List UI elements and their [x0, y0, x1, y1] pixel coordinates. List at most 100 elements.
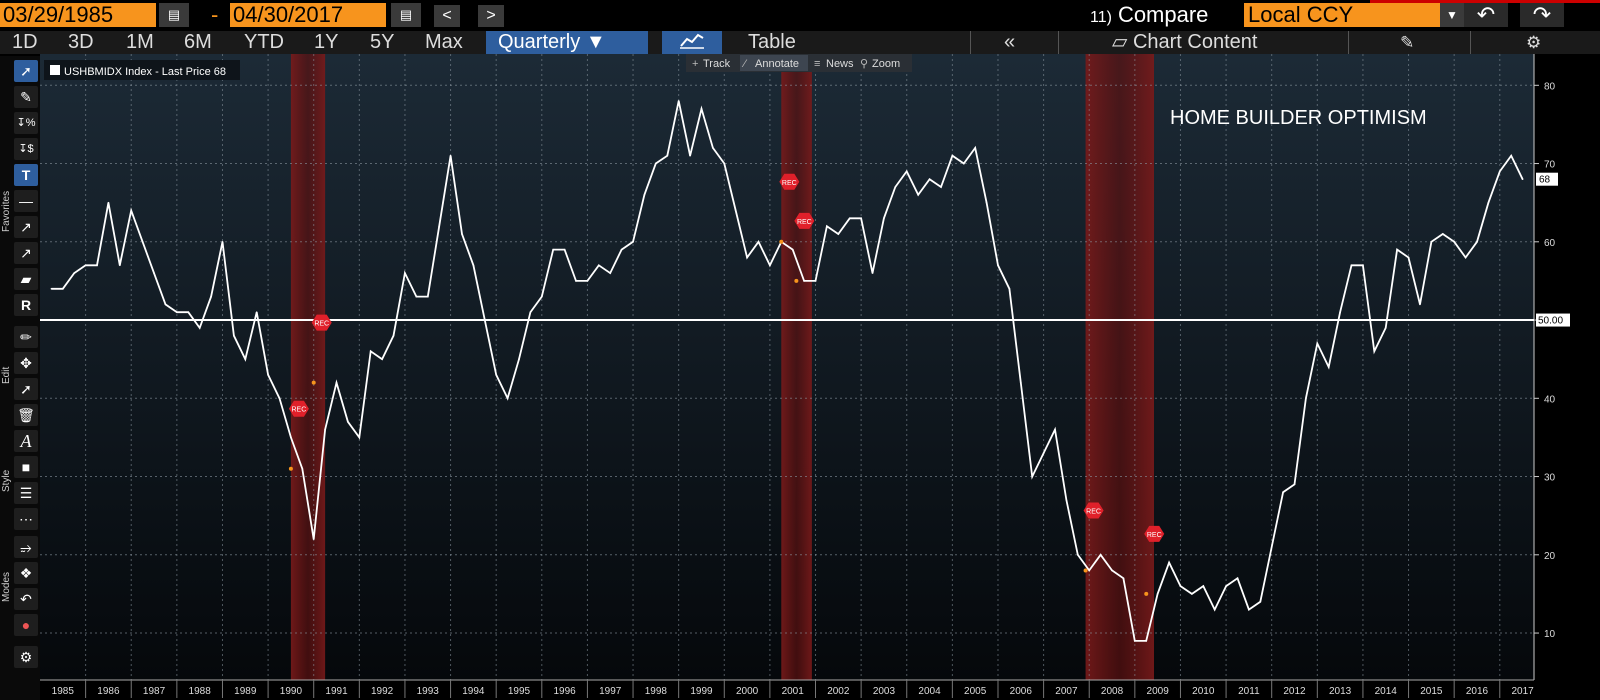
series-point	[392, 334, 395, 337]
range-max[interactable]: Max	[425, 31, 463, 53]
track-button[interactable]: + Track	[692, 58, 731, 70]
range-ytd[interactable]: YTD	[244, 31, 284, 53]
series-point	[917, 194, 919, 196]
series-point	[312, 538, 315, 540]
series-point	[221, 241, 224, 243]
ray-icon[interactable]: ↗	[14, 242, 38, 264]
horizontal-line-icon[interactable]: —	[14, 190, 38, 212]
dotted-select-icon[interactable]: ⥴	[14, 536, 38, 558]
news-button[interactable]: ≡ News	[814, 58, 854, 70]
series-point	[1088, 569, 1091, 572]
series-point	[187, 311, 190, 314]
color-mode-icon[interactable]: ●	[14, 614, 38, 636]
series-point	[1031, 475, 1033, 478]
series-point	[84, 264, 87, 267]
series-point	[1122, 577, 1125, 580]
series-line	[51, 100, 1524, 642]
rec-marker-2	[779, 173, 800, 190]
series-point	[1293, 483, 1296, 486]
series-point	[1498, 170, 1501, 173]
series-point	[324, 428, 326, 431]
prev-button[interactable]: <	[434, 5, 460, 27]
mode-icon[interactable]: ❖	[14, 562, 38, 584]
collapse-button[interactable]: «	[1004, 31, 1016, 53]
range-1m[interactable]: 1M	[126, 31, 154, 53]
redo-icon[interactable]: ↷	[1520, 3, 1564, 27]
end-date-field[interactable]: 04/30/2017	[230, 3, 386, 27]
edit-chart-icon[interactable]: ✎	[1400, 33, 1415, 52]
range-1y[interactable]: 1Y	[314, 31, 339, 53]
line-style-icon[interactable]: ⋯	[14, 508, 38, 530]
compare-button[interactable]: 11) Compare	[1090, 3, 1208, 30]
range-1d[interactable]: 1D	[12, 31, 38, 53]
annotate-button[interactable]: ⁄ Annotate	[741, 58, 799, 70]
series-point	[1487, 201, 1490, 204]
series-point	[1339, 311, 1341, 314]
range-5y[interactable]: 5Y	[370, 31, 395, 53]
drawing-toolbar: ➚ ✎ ↧% ↧$ T — ↗ ↗ ▰ R ✏ ✥ ➚ 🗑 A ■ ☰ ⋯ ⥴ …	[0, 56, 40, 700]
pencil-icon[interactable]: ✎	[14, 86, 38, 108]
zoom-button[interactable]: ⚲ Zoom	[860, 58, 900, 70]
table-view-button[interactable]: Table	[748, 31, 796, 53]
period-label: Quarterly	[498, 31, 581, 53]
recession-band-2	[1085, 54, 1154, 680]
series-point	[1476, 241, 1478, 243]
x-tick-label-2017: 2017	[1511, 686, 1534, 697]
gear-icon[interactable]: ⚙	[14, 646, 38, 668]
series-point	[244, 358, 247, 360]
start-date-field[interactable]: 03/29/1985	[0, 3, 156, 27]
series-point	[746, 256, 748, 259]
series-point	[1282, 491, 1284, 494]
x-tick-label-2002: 2002	[827, 686, 850, 697]
price-chart[interactable]: 1020304050607080 19851986198719881989199…	[40, 54, 1600, 700]
chevron-down-icon[interactable]: ▼	[1440, 3, 1464, 27]
series-point	[198, 327, 201, 329]
text-icon[interactable]: T	[14, 164, 38, 186]
chart-content-button[interactable]: ▱ Chart Content	[1112, 31, 1257, 54]
undo-icon[interactable]: ↶	[1464, 3, 1508, 27]
line-width-icon[interactable]: ☰	[14, 482, 38, 504]
x-tick-label-2009: 2009	[1147, 686, 1170, 697]
move-icon[interactable]: ✥	[14, 352, 38, 374]
trash-icon[interactable]: 🗑	[14, 404, 38, 426]
period-select[interactable]: Quarterly ▼	[486, 31, 648, 54]
annotate-label: Annotate	[755, 58, 799, 70]
x-tick-label-2006: 2006	[1010, 686, 1033, 697]
divider	[1470, 31, 1471, 54]
rec-point-5	[1144, 591, 1149, 596]
series-point	[883, 217, 885, 220]
currency-select[interactable]: Local CCY	[1244, 3, 1448, 27]
series-point	[1156, 593, 1159, 595]
chart-content-icon: ▱	[1112, 31, 1128, 53]
calendar-icon[interactable]: ▤	[159, 3, 189, 27]
rec-marker-5	[1144, 525, 1165, 542]
series-point	[860, 217, 862, 220]
x-tick-label-1986: 1986	[97, 686, 120, 697]
range-6m[interactable]: 6M	[184, 31, 212, 53]
percent-icon[interactable]: ↧%	[14, 112, 38, 134]
retracement-icon[interactable]: R	[14, 294, 38, 316]
rec-point-1	[311, 380, 316, 385]
annotate-icon: ⁄	[741, 58, 748, 70]
font-icon[interactable]: A	[14, 430, 38, 452]
magnet-icon[interactable]: ↶	[14, 588, 38, 610]
pen-icon[interactable]: ✏	[14, 326, 38, 348]
series-point	[1042, 452, 1045, 454]
channel-icon[interactable]: ▰	[14, 268, 38, 290]
gear-icon[interactable]: ⚙	[1526, 33, 1542, 52]
series-point	[871, 272, 874, 274]
series-point	[552, 248, 555, 251]
line-chart-icon[interactable]	[662, 31, 722, 54]
date-separator: -	[211, 2, 219, 27]
cursor-icon[interactable]: ➚	[14, 60, 38, 82]
calendar-icon[interactable]: ▤	[391, 3, 421, 27]
select-icon[interactable]: ➚	[14, 378, 38, 400]
dollar-icon[interactable]: ↧$	[14, 138, 38, 160]
series-point	[1168, 561, 1170, 564]
series-point	[1077, 554, 1079, 556]
series-point	[1019, 381, 1022, 384]
range-3d[interactable]: 3D	[68, 31, 94, 53]
next-button[interactable]: >	[478, 5, 504, 27]
trend-line-icon[interactable]: ↗	[14, 216, 38, 238]
fill-color-icon[interactable]: ■	[14, 456, 38, 478]
